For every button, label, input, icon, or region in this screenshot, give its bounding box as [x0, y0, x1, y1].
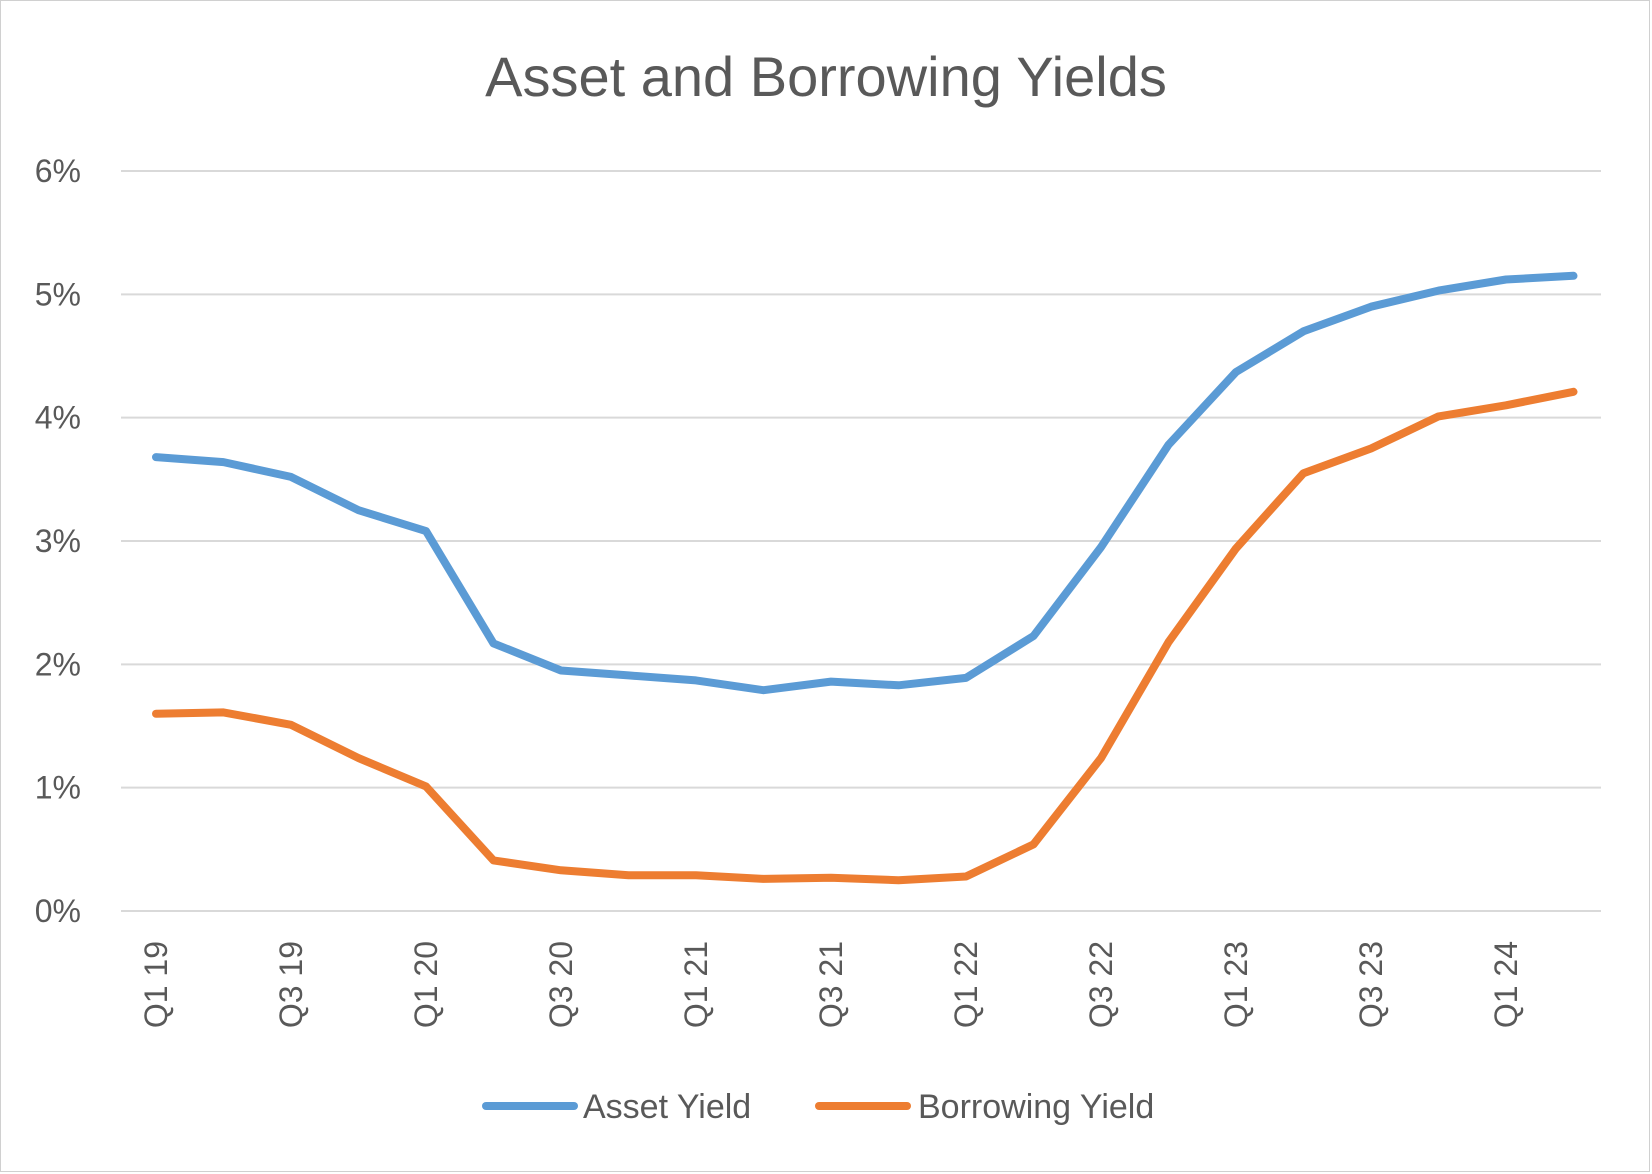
- x-tick-label: Q3 21: [813, 941, 849, 1028]
- x-tick-label: Q1 23: [1218, 941, 1254, 1028]
- gridlines: [121, 170, 1601, 912]
- legend: Asset Yield Borrowing Yield: [482, 1088, 1154, 1126]
- series-line-asset-yield: [152, 271, 1578, 695]
- x-axis: Q1 19 Q3 19 Q1 20 Q3 20 Q1 21 Q3 21 Q1 22 Q3 22…: [138, 941, 1524, 1028]
- x-tick-label: Q1 24: [1488, 941, 1524, 1028]
- legend-label: Asset Yield: [583, 1088, 751, 1126]
- y-axis: 0% 1% 2% 3% 4% 5% 6%: [35, 153, 81, 929]
- x-tick-label: Q1 22: [948, 941, 984, 1028]
- x-tick-label: Q1 21: [678, 941, 714, 1028]
- series-lines: [152, 271, 1578, 885]
- chart-title: Asset and Borrowing Yields: [485, 45, 1167, 108]
- y-tick-label: 3%: [35, 523, 81, 559]
- y-tick-label: 1%: [35, 770, 81, 806]
- x-tick-label: Q3 19: [273, 941, 309, 1028]
- x-tick-label: Q1 20: [408, 941, 444, 1028]
- x-tick-label: Q3 23: [1353, 941, 1389, 1028]
- x-tick-label: Q3 22: [1083, 941, 1119, 1028]
- y-tick-label: 6%: [35, 153, 81, 189]
- series-line-borrowing-yield: [152, 387, 1578, 885]
- y-tick-label: 2%: [35, 646, 81, 682]
- legend-label: Borrowing Yield: [918, 1088, 1154, 1126]
- x-tick-label: Q3 20: [543, 941, 579, 1028]
- x-tick-label: Q1 19: [138, 941, 174, 1028]
- y-tick-label: 0%: [35, 893, 81, 929]
- y-tick-label: 5%: [35, 276, 81, 312]
- y-tick-label: 4%: [35, 400, 81, 436]
